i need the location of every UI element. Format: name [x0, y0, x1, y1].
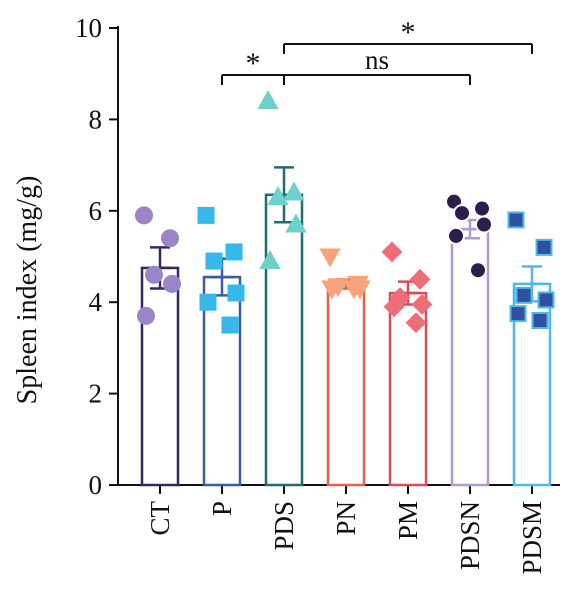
bar-group — [135, 206, 181, 487]
data-point — [135, 206, 153, 225]
significance-bracket: * — [283, 16, 533, 54]
significance-label: * — [246, 47, 261, 80]
bar-group — [445, 192, 493, 487]
bar-group — [507, 211, 555, 487]
bar-group — [197, 206, 245, 487]
y-tick-label: 10 — [75, 13, 102, 43]
bar-group — [381, 241, 433, 487]
bar-group — [319, 248, 371, 487]
data-point — [199, 293, 217, 311]
data-point — [531, 311, 549, 329]
bar — [140, 266, 180, 487]
y-tick-label: 0 — [89, 470, 103, 500]
data-point — [321, 280, 343, 300]
bar — [264, 193, 304, 487]
data-point — [225, 243, 243, 261]
data-point — [411, 294, 433, 315]
axes: 0 2 4 6 8 10 CT P PDS PN PM PDSN PDSM — [75, 13, 560, 575]
data-point — [405, 312, 427, 334]
x-tick-label: PDSM — [517, 501, 547, 575]
data-point — [509, 305, 527, 323]
data-point — [515, 286, 533, 304]
x-tick-label: PDSN — [455, 501, 485, 570]
significance-label: * — [401, 16, 416, 49]
x-tick-label: PM — [393, 501, 423, 540]
data-point — [507, 211, 525, 229]
data-point — [453, 204, 471, 223]
data-point — [535, 238, 553, 256]
data-point — [319, 248, 341, 268]
significance-bracket: * — [221, 47, 285, 85]
data-point — [221, 316, 239, 334]
y-tick-label: 6 — [89, 196, 103, 226]
data-point — [197, 206, 215, 224]
data-point — [267, 186, 289, 206]
x-tick-label: P — [207, 501, 237, 516]
significance-label: ns — [365, 45, 389, 75]
data-point — [383, 296, 405, 318]
x-tick-label: PN — [331, 501, 361, 536]
data-point — [257, 90, 279, 110]
significance-bracket: ns — [283, 45, 471, 85]
data-point — [259, 250, 281, 270]
data-point — [537, 291, 555, 309]
data-point — [447, 226, 465, 245]
data-point — [205, 252, 223, 270]
y-tick-label: 8 — [89, 104, 103, 134]
bar — [326, 282, 366, 487]
data-point — [469, 261, 487, 280]
bars — [135, 90, 555, 487]
data-point — [137, 306, 155, 325]
bar-group — [257, 90, 307, 487]
data-point — [475, 215, 493, 234]
y-tick-label: 2 — [89, 379, 103, 409]
x-tick-label: PDS — [269, 501, 299, 551]
data-point — [283, 181, 305, 201]
x-tick-label: CT — [145, 501, 175, 536]
data-point — [409, 268, 431, 290]
data-point — [473, 199, 491, 218]
data-point — [145, 265, 163, 284]
y-tick-label: 4 — [89, 287, 103, 317]
data-point — [285, 213, 307, 233]
data-point — [163, 274, 181, 293]
significance-brackets: * ns * — [221, 16, 533, 85]
data-point — [161, 229, 179, 248]
data-point — [381, 241, 403, 263]
data-point — [343, 280, 365, 300]
y-axis-label: Spleen index (mg/g) — [12, 176, 43, 405]
data-point — [227, 284, 245, 302]
